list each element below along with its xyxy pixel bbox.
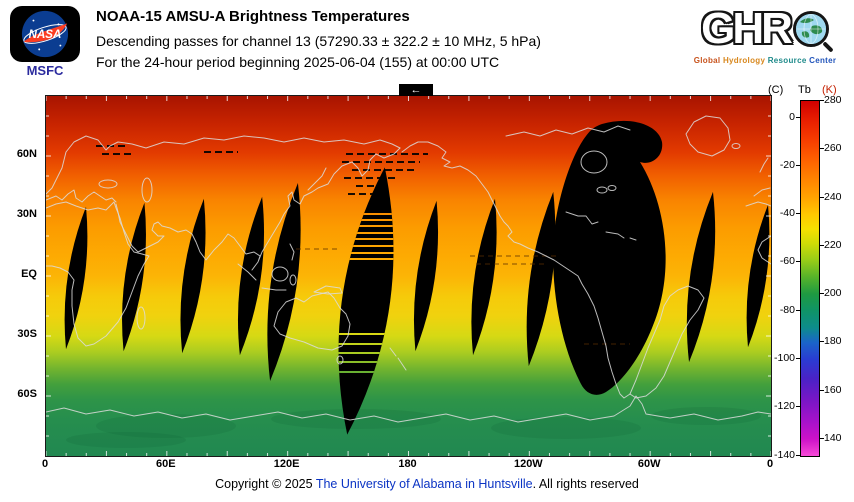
- chart-period: For the 24-hour period beginning 2025-06…: [96, 54, 500, 70]
- grid-ticks: [46, 96, 771, 456]
- nasa-wordmark: NASA: [29, 29, 62, 41]
- colorbar-kelvin-label: 180: [824, 335, 842, 348]
- descending-pass-swaths: [64, 120, 770, 435]
- colorbar-tick: [820, 389, 824, 391]
- nasa-logo: NASA: [10, 6, 80, 62]
- colorbar-tick: [796, 358, 800, 360]
- colorbar-tick: [796, 213, 800, 215]
- colorbar-kelvin-label: 140: [824, 432, 842, 445]
- colorbar-tick: [796, 164, 800, 166]
- chart-subtitle: Descending passes for channel 13 (57290.…: [96, 33, 541, 49]
- msfc-label: MSFC: [26, 63, 64, 78]
- brightness-temperature-map: [46, 96, 771, 456]
- ghrc-caption-word: Resource: [765, 56, 807, 65]
- ghrc-wordmark: GHR: [680, 4, 850, 54]
- y-axis-label: EQ: [21, 268, 37, 280]
- y-axis-label: 30N: [16, 208, 37, 220]
- colorbar-celsius-label: -80: [779, 303, 795, 316]
- colorbar-tick: [820, 341, 824, 343]
- x-axis-label: 60E: [156, 458, 176, 470]
- pass-swath-large: [553, 120, 666, 395]
- ghrc-caption-word: Global: [693, 56, 721, 65]
- colorbar-celsius-label: -140: [773, 448, 795, 461]
- title-block: NOAA-15 AMSU-A Brightness Temperatures D…: [96, 8, 541, 73]
- colorbar-celsius-label: -40: [779, 207, 795, 220]
- colorbar-tick: [796, 261, 800, 263]
- map-frame: [45, 95, 772, 457]
- y-axis-label: 60N: [16, 148, 37, 160]
- pass-swath: [413, 200, 439, 352]
- magnifier-globe-icon: [792, 11, 834, 53]
- colorbar-unit-kelvin: (K): [822, 84, 837, 96]
- copyright-suffix: . All rights reserved: [532, 477, 639, 491]
- x-axis-label: 0: [41, 458, 49, 470]
- colorbar: (C) Tb (K) 280 260 240 220 200 180 160 140 0 -20 -…: [762, 84, 854, 484]
- colorbar-tick: [820, 196, 824, 198]
- footer: Copyright © 2025 The University of Alaba…: [0, 477, 854, 491]
- pass-swath: [122, 202, 146, 352]
- colorbar-tick: [796, 309, 800, 311]
- pass-swath: [471, 198, 497, 356]
- x-axis-label: 180: [398, 458, 417, 470]
- copyright-prefix: Copyright © 2025: [215, 477, 316, 491]
- ghrc-caption: Global Hydrology Resource Center: [680, 56, 850, 65]
- colorbar-tick: [796, 116, 800, 118]
- ghrc-caption-word: Hydrology: [720, 56, 766, 65]
- pass-swath: [267, 182, 301, 382]
- colorbar-tick: [796, 454, 800, 456]
- y-axis-label: 30S: [17, 328, 37, 340]
- nasa-meatball-icon: NASA: [21, 10, 69, 58]
- ghrc-logo: GHR Global Hydrology Resource Center: [680, 4, 850, 66]
- pass-swath: [237, 196, 265, 356]
- magnifier-handle-icon: [822, 41, 834, 53]
- pass-swath: [180, 198, 206, 354]
- scan-direction-arrow-icon: ←: [399, 84, 433, 96]
- colorbar-kelvin-label: 160: [824, 383, 842, 396]
- uah-link[interactable]: The University of Alabama in Huntsville: [315, 477, 533, 491]
- globe-icon: [795, 14, 826, 44]
- colorbar-unit-celsius: (C): [768, 84, 784, 96]
- colorbar-celsius-label: -100: [773, 352, 795, 365]
- colorbar-tick: [820, 100, 824, 101]
- colorbar-celsius-label: -20: [779, 158, 795, 171]
- x-axis-label: 120W: [513, 458, 543, 470]
- chart-title: NOAA-15 AMSU-A Brightness Temperatures: [96, 8, 410, 25]
- colorbar-celsius-label: 0: [789, 110, 795, 123]
- pass-swath: [686, 191, 716, 363]
- colorbar-gradient: [800, 100, 820, 457]
- colorbar-kelvin-label: 240: [824, 190, 842, 203]
- coastlines: [46, 115, 771, 423]
- colorbar-tick: [796, 406, 800, 408]
- colorbar-kelvin-label: 220: [824, 238, 842, 251]
- pass-swath: [526, 191, 556, 367]
- ghrc-letters: GHR: [701, 4, 793, 53]
- x-axis-label: 120E: [273, 458, 300, 470]
- ghrc-caption-word: Center: [806, 56, 837, 65]
- colorbar-tick: [820, 244, 824, 246]
- colorbar-celsius-label: -60: [779, 255, 795, 268]
- colorbar-tick: [820, 148, 824, 150]
- colorbar-quantity: Tb: [798, 84, 811, 96]
- colorbar-celsius-label: -120: [773, 400, 795, 413]
- colorbar-kelvin-label: 280: [824, 94, 842, 106]
- y-axis-label: 60S: [17, 388, 37, 400]
- x-axis-label: 60W: [637, 458, 661, 470]
- pass-swath-striped: [338, 167, 394, 435]
- colorbar-kelvin-label: 200: [824, 287, 842, 300]
- colorbar-tick: [820, 293, 824, 295]
- pass-swath: [64, 206, 88, 350]
- colorbar-kelvin-label: 260: [824, 142, 842, 155]
- colorbar-tick: [820, 438, 824, 440]
